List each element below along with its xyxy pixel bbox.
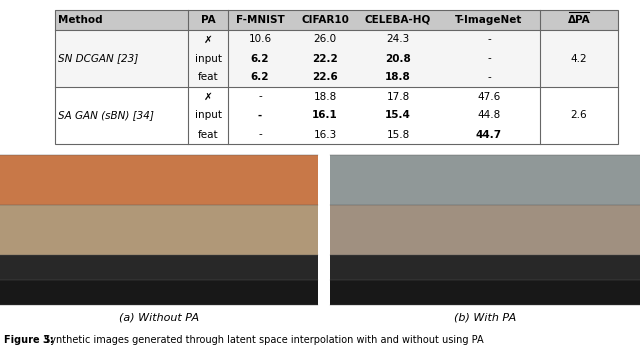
Text: 44.7: 44.7 (476, 130, 502, 140)
Text: -: - (487, 73, 491, 83)
Text: 22.2: 22.2 (312, 53, 338, 63)
Text: ✗: ✗ (204, 35, 212, 44)
Text: 2.6: 2.6 (571, 110, 588, 120)
Text: -: - (487, 35, 491, 44)
Text: -: - (258, 91, 262, 101)
Text: Synthetic images generated through latent space interpolation with and without u: Synthetic images generated through laten… (41, 335, 484, 345)
Text: 15.8: 15.8 (387, 130, 410, 140)
Text: 15.4: 15.4 (385, 110, 411, 120)
Text: 6.2: 6.2 (251, 53, 269, 63)
Bar (330, 205, 640, 255)
Text: CIFAR10: CIFAR10 (301, 15, 349, 25)
Text: input: input (195, 110, 221, 120)
Text: T-ImageNet: T-ImageNet (455, 15, 523, 25)
Text: -: - (258, 130, 262, 140)
Text: 17.8: 17.8 (387, 91, 410, 101)
Bar (330, 255, 640, 280)
Text: feat: feat (198, 130, 218, 140)
Text: 47.6: 47.6 (477, 91, 500, 101)
Text: (b) With PA: (b) With PA (454, 313, 516, 323)
Bar (330, 280, 640, 305)
Bar (55, 87, 618, 106)
Text: 16.1: 16.1 (312, 110, 338, 120)
Text: feat: feat (198, 73, 218, 83)
Bar (0, 280, 318, 305)
Text: SN DCGAN [23]: SN DCGAN [23] (58, 53, 138, 63)
Text: input: input (195, 53, 221, 63)
Text: 18.8: 18.8 (314, 91, 337, 101)
Bar (55, 106, 618, 125)
Text: SA GAN (sBN) [34]: SA GAN (sBN) [34] (58, 110, 154, 120)
Text: F-MNIST: F-MNIST (236, 15, 284, 25)
Text: -: - (487, 53, 491, 63)
Text: ✗: ✗ (204, 91, 212, 101)
Text: 4.2: 4.2 (571, 53, 588, 63)
Text: 18.8: 18.8 (385, 73, 411, 83)
Text: Method: Method (58, 15, 102, 25)
Text: 44.8: 44.8 (477, 110, 500, 120)
Text: -: - (258, 110, 262, 120)
Bar (55, 68, 618, 87)
Bar (55, 30, 618, 49)
Text: PA: PA (201, 15, 215, 25)
Bar (330, 155, 640, 205)
Text: (a) Without PA: (a) Without PA (119, 313, 199, 323)
Text: 26.0: 26.0 (314, 35, 337, 44)
Bar (55, 10, 618, 30)
Bar (0, 205, 318, 255)
Text: 10.6: 10.6 (248, 35, 271, 44)
Bar (55, 125, 618, 144)
Bar (55, 49, 618, 68)
Text: 16.3: 16.3 (314, 130, 337, 140)
Bar (0, 155, 318, 205)
Bar (0, 255, 318, 280)
Bar (55, 10, 618, 144)
Text: 6.2: 6.2 (251, 73, 269, 83)
Text: Figure 3:: Figure 3: (4, 335, 54, 345)
Text: 24.3: 24.3 (387, 35, 410, 44)
Text: ΔPA: ΔPA (568, 15, 590, 25)
Text: 22.6: 22.6 (312, 73, 338, 83)
Text: CELEBA-HQ: CELEBA-HQ (365, 15, 431, 25)
Text: 20.8: 20.8 (385, 53, 411, 63)
